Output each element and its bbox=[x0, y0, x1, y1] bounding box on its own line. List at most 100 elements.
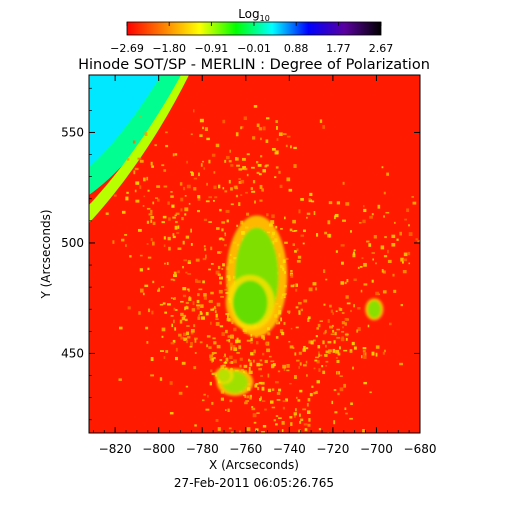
texture-fleck bbox=[286, 135, 291, 138]
texture-fleck bbox=[290, 284, 295, 288]
texture-fleck bbox=[182, 265, 184, 269]
texture-fleck bbox=[283, 367, 286, 371]
texture-fleck bbox=[224, 233, 227, 237]
texture-fleck bbox=[211, 358, 214, 362]
texture-fleck bbox=[245, 191, 248, 194]
texture-fleck bbox=[163, 244, 166, 248]
texture-fleck bbox=[325, 360, 329, 363]
texture-fleck bbox=[162, 302, 166, 305]
texture-fleck bbox=[183, 314, 187, 318]
texture-fleck bbox=[203, 393, 206, 396]
texture-fleck bbox=[181, 361, 186, 365]
texture-fleck bbox=[222, 238, 225, 241]
texture-fleck bbox=[312, 282, 317, 286]
texture-fleck bbox=[112, 240, 115, 244]
texture-fleck bbox=[272, 435, 275, 439]
texture-fleck bbox=[203, 167, 206, 170]
texture-fleck bbox=[150, 209, 153, 214]
texture-fleck bbox=[220, 397, 225, 401]
texture-fleck bbox=[292, 347, 295, 349]
texture-fleck bbox=[335, 356, 338, 359]
texture-fleck bbox=[375, 352, 378, 357]
texture-fleck bbox=[307, 398, 311, 402]
texture-fleck bbox=[222, 187, 225, 190]
texture-fleck bbox=[185, 301, 189, 304]
texture-fleck bbox=[415, 238, 418, 241]
x-tick-label: −680 bbox=[404, 442, 437, 456]
region-spot-south2 bbox=[217, 368, 231, 383]
texture-fleck bbox=[240, 126, 242, 130]
texture-fleck bbox=[260, 137, 262, 141]
texture-fleck bbox=[173, 274, 177, 278]
texture-fleck bbox=[401, 261, 404, 264]
texture-fleck bbox=[240, 179, 245, 184]
texture-fleck bbox=[383, 255, 388, 258]
texture-fleck bbox=[185, 385, 189, 388]
texture-fleck bbox=[175, 220, 178, 224]
texture-fleck bbox=[290, 437, 293, 441]
texture-fleck bbox=[176, 232, 180, 234]
texture-fleck bbox=[315, 233, 319, 237]
texture-fleck bbox=[278, 417, 282, 419]
texture-fleck bbox=[219, 281, 222, 285]
texture-fleck bbox=[252, 359, 255, 363]
texture-fleck bbox=[167, 201, 170, 205]
texture-fleck bbox=[383, 191, 386, 195]
texture-fleck bbox=[342, 219, 346, 222]
texture-fleck bbox=[147, 267, 150, 270]
texture-fleck bbox=[156, 185, 161, 188]
texture-fleck bbox=[346, 279, 349, 283]
texture-fleck bbox=[362, 347, 367, 350]
texture-fleck bbox=[277, 370, 281, 373]
texture-fleck bbox=[258, 363, 263, 366]
texture-fleck bbox=[150, 356, 154, 361]
texture-fleck bbox=[243, 116, 247, 121]
texture-fleck bbox=[341, 330, 345, 333]
texture-fleck bbox=[215, 322, 220, 326]
texture-fleck bbox=[302, 408, 307, 411]
texture-fleck bbox=[165, 350, 169, 353]
texture-fleck bbox=[289, 345, 294, 349]
texture-fleck bbox=[418, 239, 420, 242]
texture-fleck bbox=[194, 352, 197, 354]
texture-fleck bbox=[216, 344, 221, 349]
texture-fleck bbox=[316, 380, 320, 384]
texture-fleck bbox=[199, 134, 203, 138]
texture-fleck bbox=[209, 358, 213, 361]
texture-fleck bbox=[271, 214, 275, 219]
texture-fleck bbox=[150, 161, 153, 166]
texture-fleck bbox=[236, 337, 239, 342]
texture-fleck bbox=[215, 419, 219, 422]
texture-fleck bbox=[336, 328, 340, 331]
texture-fleck bbox=[235, 157, 239, 161]
texture-fleck bbox=[286, 364, 290, 368]
texture-fleck bbox=[229, 399, 233, 403]
texture-fleck bbox=[243, 394, 246, 397]
texture-fleck bbox=[210, 308, 215, 311]
texture-fleck bbox=[333, 388, 337, 392]
texture-fleck bbox=[238, 180, 242, 184]
texture-fleck bbox=[295, 283, 299, 287]
texture-fleck bbox=[179, 182, 183, 186]
texture-fleck bbox=[357, 266, 360, 269]
texture-fleck bbox=[371, 213, 374, 216]
texture-fleck bbox=[147, 308, 151, 313]
texture-fleck bbox=[196, 299, 200, 304]
texture-fleck bbox=[319, 354, 323, 357]
texture-fleck bbox=[198, 172, 200, 177]
texture-fleck bbox=[282, 400, 287, 403]
texture-fleck bbox=[364, 352, 367, 356]
texture-fleck bbox=[222, 119, 226, 124]
texture-fleck bbox=[142, 292, 145, 296]
colorbar-tick-label: 1.77 bbox=[326, 42, 351, 55]
texture-fleck bbox=[371, 252, 375, 254]
texture-fleck bbox=[186, 331, 190, 336]
texture-fleck bbox=[275, 381, 279, 384]
texture-fleck bbox=[184, 195, 187, 197]
texture-fleck bbox=[250, 187, 253, 190]
texture-fleck bbox=[350, 309, 352, 313]
texture-fleck bbox=[126, 191, 129, 194]
texture-fleck bbox=[274, 176, 277, 179]
texture-fleck bbox=[311, 200, 315, 203]
texture-fleck bbox=[408, 224, 410, 227]
